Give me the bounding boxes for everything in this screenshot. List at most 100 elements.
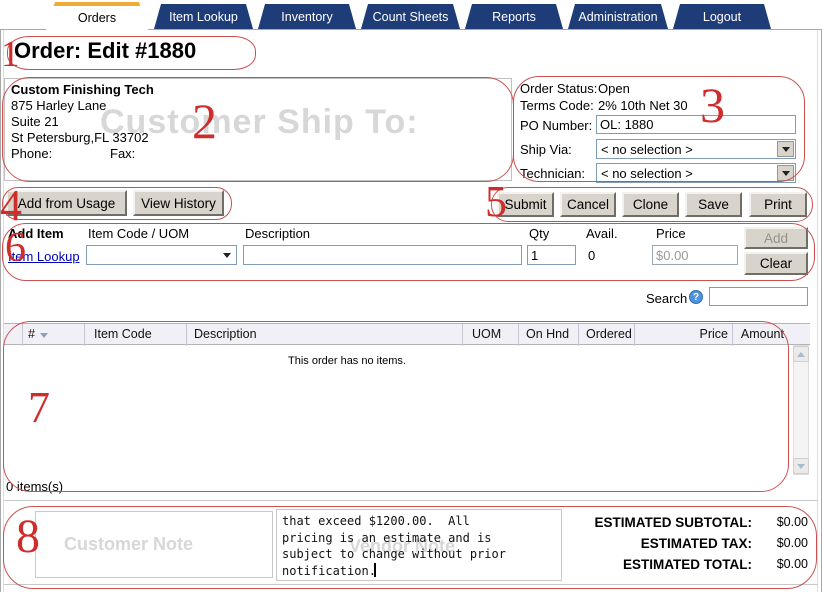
tab-reports[interactable]: Reports [465, 4, 563, 29]
page-border-left-inner [3, 30, 4, 592]
column-header-amount[interactable]: Amount [734, 327, 784, 341]
tab-logout[interactable]: Logout [673, 4, 771, 29]
page-border-left [0, 30, 1, 592]
annotation-number-5: 5 [485, 177, 507, 226]
item-code-select[interactable] [86, 245, 237, 265]
text-cursor [374, 563, 376, 577]
scroll-down-icon[interactable] [793, 458, 809, 474]
tab-label: Count Sheets [372, 9, 449, 24]
item-lookup-link[interactable]: Item Lookup [8, 249, 80, 264]
customer-note-textarea[interactable]: Customer Note [35, 511, 273, 578]
item-description-input[interactable] [243, 245, 522, 265]
search-input[interactable] [709, 287, 808, 306]
column-header-description[interactable]: Description [194, 327, 257, 341]
column-header-uom[interactable]: UOM [472, 327, 501, 341]
tab-orders[interactable]: Orders [46, 2, 148, 30]
estimated-total-row: ESTIMATED TOTAL: $0.00 [560, 555, 808, 573]
tabbar-divider [0, 29, 822, 30]
table-scrollbar[interactable] [793, 345, 809, 475]
po-number-input[interactable] [596, 115, 796, 134]
add-button[interactable]: Add [744, 227, 808, 249]
qty-input[interactable] [527, 245, 576, 265]
print-button[interactable]: Print [749, 192, 807, 217]
column-header-price[interactable]: Price [638, 327, 728, 341]
page-border-bottom [4, 584, 818, 585]
qty-label: Qty [529, 226, 550, 241]
annotation-number-1: 1 [1, 34, 20, 75]
column-divider [84, 324, 85, 346]
annotation-number-6: 6 [5, 225, 26, 271]
technician-label: Technician: [520, 166, 586, 181]
annotation-number-8: 8 [16, 510, 40, 563]
sort-arrow-icon[interactable] [40, 333, 48, 338]
tab-inventory[interactable]: Inventory [258, 4, 356, 29]
customer-phone-label: Phone: [11, 146, 53, 161]
estimated-total-label: ESTIMATED TOTAL: [623, 556, 752, 572]
ship-via-select[interactable]: < no selection > [596, 139, 796, 159]
save-button[interactable]: Save [685, 192, 742, 217]
column-divider [462, 324, 463, 346]
annotation-number-7: 7 [28, 383, 50, 432]
button-label: Save [698, 197, 729, 212]
column-label: # [28, 327, 35, 341]
add-from-usage-button[interactable]: Add from Usage [6, 190, 127, 216]
button-label: Submit [504, 197, 547, 212]
order-status-value: Open [598, 81, 630, 96]
po-number-label: PO Number: [520, 118, 593, 133]
clear-button[interactable]: Clear [744, 252, 808, 275]
cancel-button[interactable]: Cancel [560, 192, 616, 217]
button-label: Clear [759, 256, 793, 271]
estimated-subtotal-row: ESTIMATED SUBTOTAL: $0.00 [560, 513, 809, 531]
column-header-number[interactable]: # [28, 327, 35, 341]
section-divider [4, 500, 818, 501]
view-history-button[interactable]: View History [133, 190, 224, 216]
tab-count-sheets[interactable]: Count Sheets [361, 4, 460, 29]
column-header-on-hnd[interactable]: On Hnd [526, 327, 569, 341]
column-label: Item Code [94, 327, 152, 341]
estimated-tax-label: ESTIMATED TAX: [640, 535, 752, 551]
column-label: Ordered [586, 327, 632, 341]
price-input[interactable] [652, 245, 738, 265]
technician-select[interactable]: < no selection > [596, 163, 796, 183]
ship-via-label: Ship Via: [520, 142, 572, 157]
terms-code-value: 2% 10th Net 30 [598, 98, 688, 113]
submit-button[interactable]: Submit [497, 192, 554, 217]
column-divider [186, 324, 187, 346]
clone-button[interactable]: Clone [622, 192, 679, 217]
ship-via-selected-value: < no selection > [601, 142, 693, 157]
button-label: Print [764, 197, 792, 212]
scroll-up-icon[interactable] [793, 346, 809, 362]
tab-item-lookup[interactable]: Item Lookup [154, 4, 253, 29]
customer-address-1: 875 Harley Lane [11, 98, 107, 113]
customer-ship-to-watermark: Customer Ship To: [100, 103, 419, 141]
avail-label: Avail. [586, 226, 618, 241]
chevron-down-icon[interactable] [218, 247, 235, 263]
items-table-header: # Item Code Description UOM On Hnd Order… [4, 323, 810, 346]
tab-administration[interactable]: Administration [568, 4, 668, 29]
button-label: Clone [632, 197, 669, 212]
help-icon[interactable]: ? [689, 290, 703, 304]
estimated-subtotal-label: ESTIMATED SUBTOTAL: [594, 514, 753, 530]
column-label: On Hnd [526, 327, 570, 341]
page-border-right-inner [817, 30, 818, 592]
estimated-total-value: $0.00 [776, 557, 808, 571]
estimated-tax-row: ESTIMATED TAX: $0.00 [560, 534, 808, 552]
column-header-item-code[interactable]: Item Code [94, 327, 152, 341]
estimated-subtotal-value: $0.00 [776, 515, 808, 529]
price-label: Price [656, 226, 686, 241]
items-count: 0 items(s) [6, 479, 64, 494]
order-status-label: Order Status: [520, 81, 598, 96]
vendor-note-text: that exceed $1200.00. All pricing is an … [282, 514, 506, 578]
customer-fax-label: Fax: [110, 146, 136, 161]
column-header-ordered[interactable]: Ordered [586, 327, 632, 341]
annotation-number-4: 4 [0, 181, 22, 230]
estimated-tax-value: $0.00 [776, 536, 808, 550]
chevron-down-icon[interactable] [777, 141, 794, 157]
customer-address-3: St Petersburg,FL 33702 [11, 130, 149, 145]
button-label: Cancel [566, 197, 610, 212]
annotation-number-3: 3 [700, 77, 725, 133]
customer-name: Custom Finishing Tech [11, 82, 154, 97]
vendor-note-textarea[interactable]: Vendor Note that exceed $1200.00. All pr… [276, 509, 562, 581]
chevron-down-icon[interactable] [777, 165, 794, 181]
